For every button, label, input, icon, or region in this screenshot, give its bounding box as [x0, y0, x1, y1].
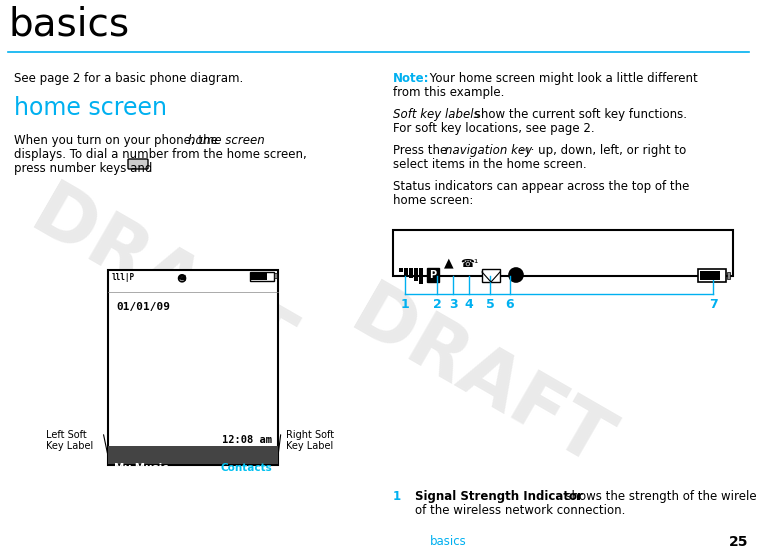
Text: Contacts: Contacts — [220, 463, 272, 473]
Text: of the wireless network connection.: of the wireless network connection. — [415, 504, 625, 517]
Text: Left Soft: Left Soft — [46, 430, 87, 440]
Bar — [409, 268, 413, 278]
Text: home screen: home screen — [14, 96, 167, 120]
Bar — [414, 268, 418, 281]
Text: Right Soft: Right Soft — [286, 430, 334, 440]
Circle shape — [509, 268, 523, 282]
FancyBboxPatch shape — [128, 159, 148, 169]
Text: 1: 1 — [393, 490, 401, 503]
Bar — [108, 270, 278, 465]
Text: See page 2 for a basic phone diagram.: See page 2 for a basic phone diagram. — [14, 72, 243, 85]
Bar — [482, 269, 500, 282]
Text: 1: 1 — [400, 298, 410, 311]
Bar — [399, 268, 403, 272]
Text: 2: 2 — [432, 298, 441, 311]
Text: Press the: Press the — [393, 144, 451, 157]
Text: basics: basics — [430, 535, 467, 546]
Text: •◖: •◖ — [178, 273, 187, 282]
Bar — [419, 268, 423, 284]
Text: P: P — [429, 270, 437, 280]
Text: 3: 3 — [449, 298, 457, 311]
Bar — [274, 273, 277, 278]
Text: 4: 4 — [465, 298, 473, 311]
Text: ☎¹: ☎¹ — [459, 259, 478, 269]
Text: Status indicators can appear across the top of the: Status indicators can appear across the … — [393, 180, 690, 193]
Bar — [404, 268, 408, 275]
Text: Key Label: Key Label — [46, 441, 93, 451]
Bar — [393, 230, 733, 276]
Text: 25: 25 — [728, 535, 748, 546]
Text: Signal Strength Indicator: Signal Strength Indicator — [415, 490, 583, 503]
Text: Your home screen might look a little different: Your home screen might look a little dif… — [426, 72, 698, 85]
Text: For soft key locations, see page 2.: For soft key locations, see page 2. — [393, 122, 595, 135]
Bar — [727, 272, 730, 279]
Text: home screen:: home screen: — [393, 194, 473, 207]
Text: select items in the home screen.: select items in the home screen. — [393, 158, 587, 171]
Text: home screen: home screen — [188, 134, 265, 147]
Text: My Music: My Music — [114, 463, 169, 473]
Text: 5: 5 — [486, 298, 494, 311]
Text: basics: basics — [8, 5, 129, 43]
Text: ·◦· up, down, left, or right to: ·◦· up, down, left, or right to — [520, 144, 687, 157]
Text: Note:: Note: — [393, 72, 429, 85]
Text: DRAFT: DRAFT — [338, 277, 622, 483]
Text: navigation key: navigation key — [445, 144, 532, 157]
Text: – shows the strength of the wireless network connection.: – shows the strength of the wireless net… — [552, 490, 757, 503]
Text: DRAFT: DRAFT — [18, 176, 302, 383]
Text: When you turn on your phone, the: When you turn on your phone, the — [14, 134, 222, 147]
Bar — [250, 272, 274, 281]
Bar — [700, 271, 720, 280]
Text: press number keys and: press number keys and — [14, 162, 152, 175]
Text: ☻: ☻ — [176, 273, 186, 283]
Text: ▲: ▲ — [444, 256, 453, 269]
Bar — [108, 446, 278, 464]
Text: displays. To dial a number from the home screen,: displays. To dial a number from the home… — [14, 148, 307, 161]
Text: from this example.: from this example. — [393, 86, 504, 99]
Text: .: . — [147, 162, 151, 175]
Text: 6: 6 — [506, 298, 514, 311]
Text: lll|P: lll|P — [112, 273, 136, 282]
Bar — [427, 268, 439, 282]
Text: show the current soft key functions.: show the current soft key functions. — [471, 108, 687, 121]
Bar — [698, 269, 726, 282]
Text: Key Label: Key Label — [286, 441, 333, 451]
Text: 7: 7 — [709, 298, 718, 311]
Text: Soft key labels: Soft key labels — [393, 108, 480, 121]
Text: 12:08 am: 12:08 am — [222, 435, 272, 445]
Text: 01/01/09: 01/01/09 — [116, 302, 170, 312]
Bar — [251, 273, 267, 280]
